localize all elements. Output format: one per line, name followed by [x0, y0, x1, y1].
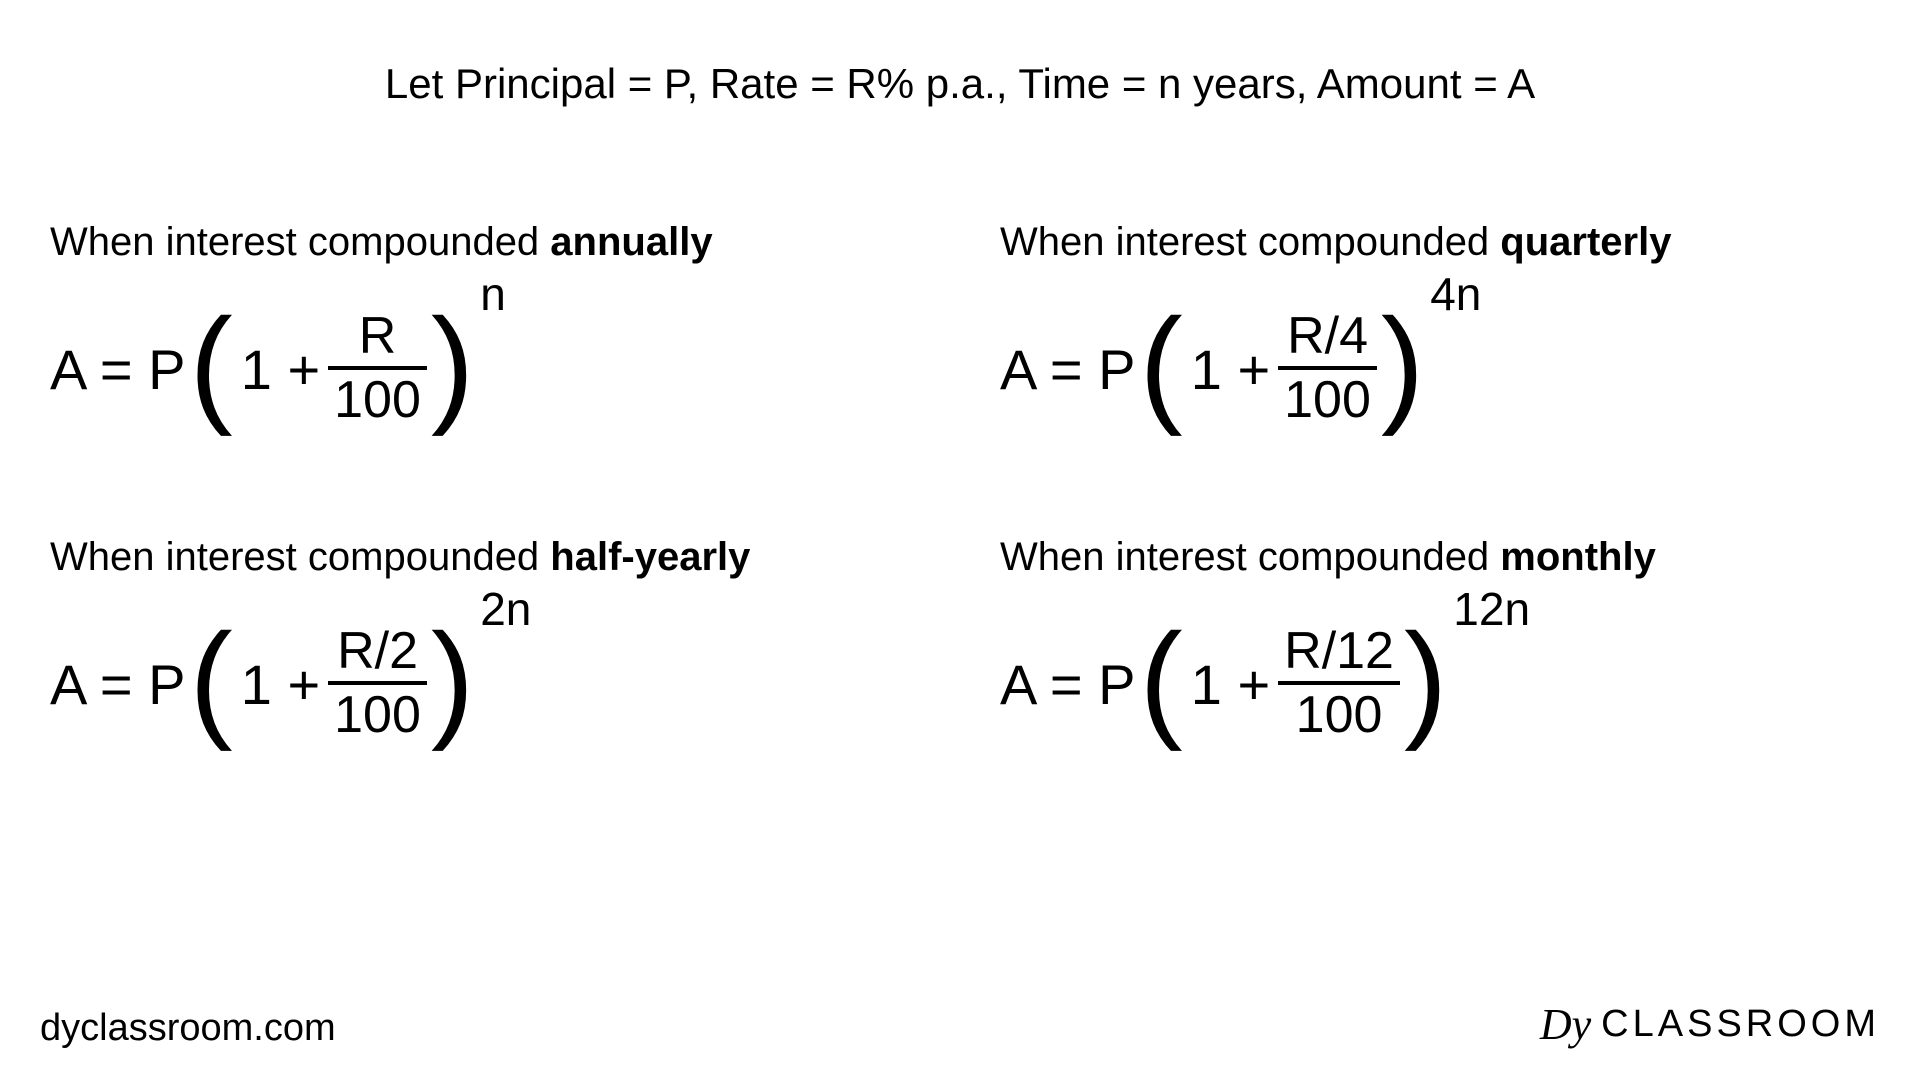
one-plus: 1 + [1187, 657, 1278, 713]
exponent: 12n [1451, 586, 1530, 632]
label-prefix: When interest compounded [50, 535, 550, 579]
formula-inner: 1 + R 100 [237, 308, 427, 432]
formula-lead: A = P [50, 657, 185, 713]
one-plus: 1 + [237, 657, 328, 713]
numerator: R/4 [1281, 306, 1374, 366]
header-definition: Let Principal = P, Rate = R% p.a., Time … [0, 0, 1920, 108]
formula-quarterly: A = P ( 1 + R/4 100 ) 4n [1000, 305, 1880, 435]
paren-close: ) [1377, 299, 1428, 429]
paren-open: ( [185, 299, 236, 429]
label-bold: annually [550, 220, 712, 264]
numerator: R [353, 306, 403, 366]
paren-close: ) [427, 299, 478, 429]
label-prefix: When interest compounded [50, 220, 550, 264]
label-bold: half-yearly [550, 535, 750, 579]
paren-open: ( [185, 614, 236, 744]
fraction: R/12 100 [1278, 621, 1400, 745]
label-bold: monthly [1500, 535, 1656, 579]
exponent: 2n [478, 586, 531, 632]
paren-open: ( [1135, 614, 1186, 744]
label-prefix: When interest compounded [1000, 535, 1500, 579]
formula-monthly: A = P ( 1 + R/12 100 ) 12n [1000, 620, 1880, 750]
denominator: 100 [328, 370, 427, 430]
cell-quarterly: When interest compounded quarterly A = P… [960, 220, 1880, 435]
fraction: R 100 [328, 306, 427, 430]
denominator: 100 [328, 685, 427, 745]
formula-lead: A = P [50, 342, 185, 398]
logo-word: CLASSROOM [1601, 1003, 1880, 1046]
label-bold: quarterly [1500, 220, 1671, 264]
label-monthly: When interest compounded monthly [1000, 535, 1880, 580]
exponent: 4n [1428, 271, 1481, 317]
label-quarterly: When interest compounded quarterly [1000, 220, 1880, 265]
one-plus: 1 + [237, 342, 328, 398]
paren-close: ) [427, 614, 478, 744]
cell-annually: When interest compounded annually A = P … [40, 220, 960, 435]
one-plus: 1 + [1187, 342, 1278, 398]
paren-open: ( [1135, 299, 1186, 429]
formula-half-yearly: A = P ( 1 + R/2 100 ) 2n [50, 620, 960, 750]
formula-lead: A = P [1000, 342, 1135, 398]
cell-half-yearly: When interest compounded half-yearly A =… [40, 535, 960, 750]
label-annually: When interest compounded annually [50, 220, 960, 265]
formula-inner: 1 + R/12 100 [1187, 623, 1400, 747]
fraction: R/4 100 [1278, 306, 1377, 430]
footer-url: dyclassroom.com [40, 1007, 336, 1050]
logo-script-icon: Dy [1540, 999, 1591, 1050]
formula-lead: A = P [1000, 657, 1135, 713]
numerator: R/12 [1278, 621, 1400, 681]
formula-inner: 1 + R/4 100 [1187, 308, 1377, 432]
denominator: 100 [1278, 370, 1377, 430]
formula-inner: 1 + R/2 100 [237, 623, 427, 747]
formula-annually: A = P ( 1 + R 100 ) n [50, 305, 960, 435]
numerator: R/2 [331, 621, 424, 681]
footer-logo: Dy CLASSROOM [1540, 999, 1880, 1050]
label-half-yearly: When interest compounded half-yearly [50, 535, 960, 580]
fraction: R/2 100 [328, 621, 427, 745]
denominator: 100 [1290, 685, 1389, 745]
paren-close: ) [1400, 614, 1451, 744]
label-prefix: When interest compounded [1000, 220, 1500, 264]
exponent: n [478, 271, 506, 317]
formula-grid: When interest compounded annually A = P … [40, 220, 1880, 750]
cell-monthly: When interest compounded monthly A = P (… [960, 535, 1880, 750]
